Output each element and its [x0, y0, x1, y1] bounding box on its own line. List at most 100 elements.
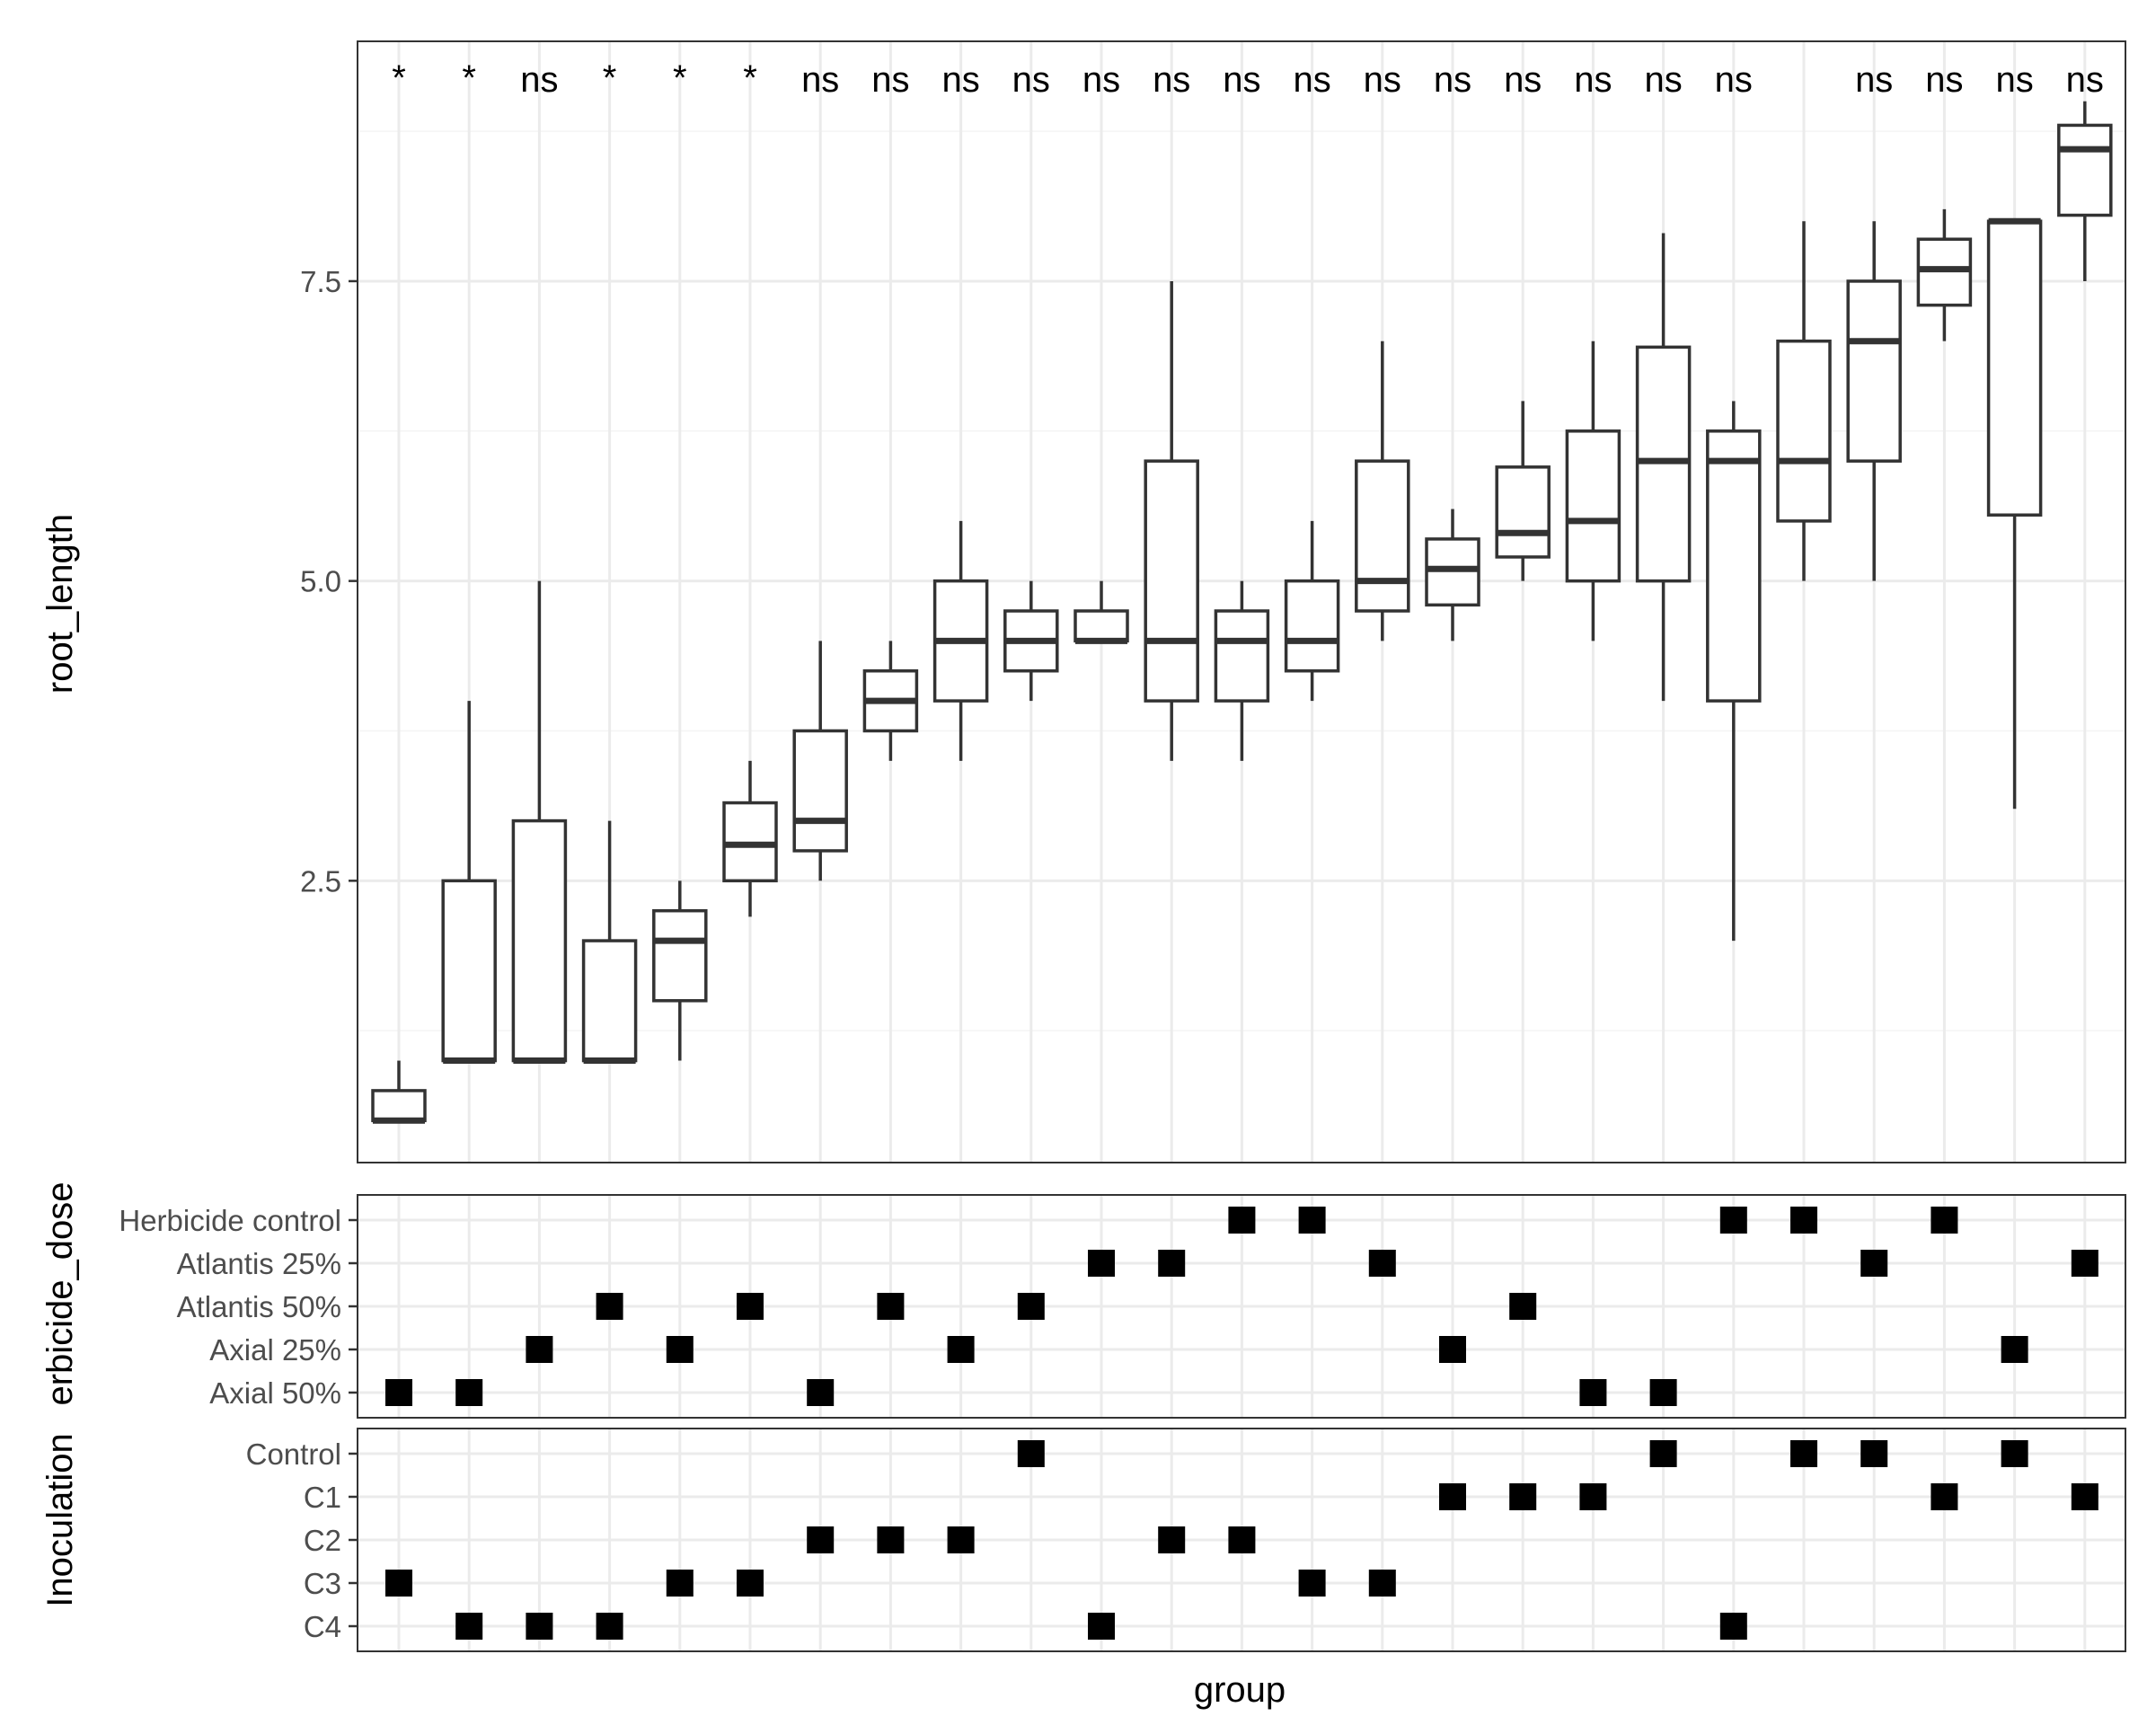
- matrix-point: [455, 1379, 483, 1406]
- matrix-point: [1509, 1483, 1537, 1510]
- box-group: [1214, 580, 1270, 761]
- matrix-point: [1088, 1613, 1115, 1640]
- significance-label: ns: [1644, 60, 1682, 100]
- significance-label: *: [462, 58, 476, 98]
- matrix-point: [385, 1379, 412, 1406]
- box-group: [441, 701, 497, 1065]
- matrix-point: [1649, 1379, 1677, 1406]
- panel-border: [357, 40, 2126, 1163]
- category-label: C1: [304, 1481, 341, 1514]
- significance-label: *: [673, 58, 687, 98]
- significance-label: *: [743, 58, 757, 98]
- box-group: [1425, 509, 1480, 641]
- x-axis-title: group: [1194, 1670, 1286, 1710]
- box-group: [862, 641, 919, 761]
- border-layer: [357, 40, 2126, 1652]
- matrix-point: [1439, 1483, 1466, 1510]
- matrix-point: [1439, 1336, 1466, 1363]
- significance-label: ns: [941, 60, 979, 100]
- box-group: [1846, 221, 1902, 581]
- y-axis-title: root_length: [40, 514, 80, 694]
- box-body: [1776, 339, 1832, 523]
- significance-label: ns: [1574, 60, 1612, 100]
- box-body: [1706, 429, 1762, 703]
- matrix-point: [807, 1526, 835, 1553]
- matrix-point: [1509, 1293, 1537, 1320]
- box-body: [371, 1089, 427, 1123]
- category-label: C2: [304, 1524, 341, 1557]
- matrix-point: [2071, 1483, 2099, 1510]
- matrix-point: [526, 1613, 553, 1640]
- matrix-point: [1931, 1207, 1958, 1234]
- matrix-point: [1368, 1250, 1396, 1277]
- box-group: [1706, 401, 1762, 942]
- matrix-point: [1088, 1250, 1115, 1277]
- box-group: [1495, 401, 1551, 581]
- box-body: [1074, 609, 1129, 643]
- box-body: [1355, 459, 1410, 613]
- box-body: [441, 879, 497, 1063]
- y-axis-title-erbicide-dose: erbicide_dose: [40, 1181, 80, 1405]
- category-label: Axial 50%: [209, 1376, 341, 1410]
- box-group: [1776, 221, 1832, 581]
- box-body: [1986, 219, 2043, 517]
- category-label: Atlantis 25%: [177, 1247, 341, 1280]
- matrix-point: [947, 1336, 975, 1363]
- significance-label: ns: [2066, 60, 2104, 100]
- significance-label: ns: [1434, 60, 1471, 100]
- matrix-point: [1158, 1250, 1186, 1277]
- matrix-point: [1931, 1483, 1958, 1510]
- significance-label: *: [603, 58, 617, 98]
- matrix-point: [1860, 1440, 1888, 1467]
- category-label: Axial 25%: [209, 1333, 341, 1367]
- category-label: C3: [304, 1567, 341, 1600]
- category-label: Herbicide control: [119, 1204, 341, 1237]
- box-group: [722, 760, 778, 917]
- significance-label: ns: [1504, 60, 1542, 100]
- significance-label: ns: [871, 60, 909, 100]
- matrix-layer: [385, 1207, 2099, 1640]
- box-body: [792, 729, 848, 853]
- matrix-point: [1368, 1570, 1396, 1597]
- matrix-point: [1017, 1440, 1045, 1467]
- matrix-point: [666, 1336, 694, 1363]
- matrix-point: [877, 1293, 905, 1320]
- box-layer: [371, 101, 2113, 1124]
- matrix-point: [455, 1613, 483, 1640]
- box-body: [511, 818, 568, 1063]
- box-group: [932, 520, 989, 761]
- matrix-point: [666, 1570, 694, 1597]
- matrix-point: [2001, 1336, 2028, 1363]
- category-label: C4: [304, 1610, 341, 1643]
- matrix-point: [1298, 1570, 1326, 1597]
- box-body: [1495, 465, 1551, 559]
- matrix-point: [1860, 1250, 1888, 1277]
- box-body: [1284, 579, 1340, 673]
- y-tick-label: 2.5: [300, 864, 341, 898]
- box-group: [1144, 280, 1199, 761]
- box-body: [1144, 459, 1199, 703]
- box-group: [511, 580, 568, 1065]
- matrix-point: [526, 1336, 553, 1363]
- box-body: [1846, 279, 1902, 463]
- box-group: [1635, 233, 1692, 702]
- matrix-point: [2071, 1250, 2099, 1277]
- box-group: [1003, 580, 1059, 702]
- box-group: [1284, 520, 1340, 702]
- box-group: [1986, 217, 2043, 809]
- matrix-point: [1017, 1293, 1045, 1320]
- matrix-point: [947, 1526, 975, 1553]
- box-group: [581, 820, 638, 1065]
- significance-label: ns: [1012, 60, 1050, 100]
- matrix-point: [737, 1293, 764, 1320]
- significance-label: ns: [801, 60, 839, 100]
- y-axis-title-inoculation: Inoculation: [40, 1433, 80, 1606]
- significance-label: ns: [1715, 60, 1753, 100]
- box-body: [2057, 123, 2113, 217]
- box-group: [1355, 341, 1410, 641]
- y-tick-label: 5.0: [300, 565, 341, 598]
- significance-label: ns: [1855, 60, 1893, 100]
- significance-label: ns: [1995, 60, 2033, 100]
- box-group: [652, 880, 708, 1061]
